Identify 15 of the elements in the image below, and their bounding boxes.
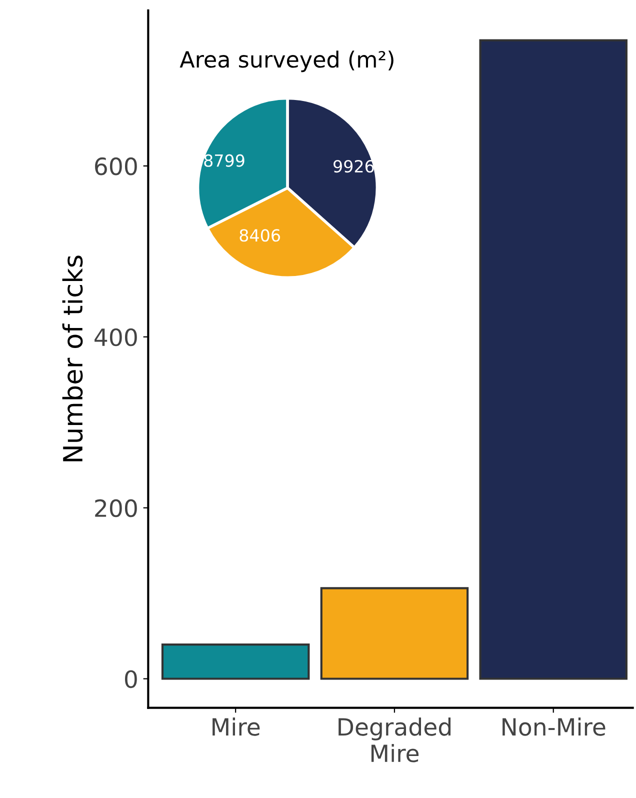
y-tick-label: 200 [95,499,137,518]
data-label: 9926 [334,160,374,173]
chart-title: Area surveyed (m²) [180,50,394,72]
data-label: 8799 [204,154,244,167]
bar [161,644,310,680]
y-tick-label: 0 [125,670,137,688]
data-label: 8406 [240,229,280,242]
x-tick-label: Non-Mire [502,718,606,736]
x-tick-label: Degraded Mire [338,718,451,762]
bar [479,39,628,680]
x-tick-label: Mire [212,718,260,736]
y-axis-title: Number of ticks [62,256,83,462]
y-tick-label: 600 [95,157,137,176]
y-tick-label: 400 [94,328,137,346]
bar [320,587,469,680]
